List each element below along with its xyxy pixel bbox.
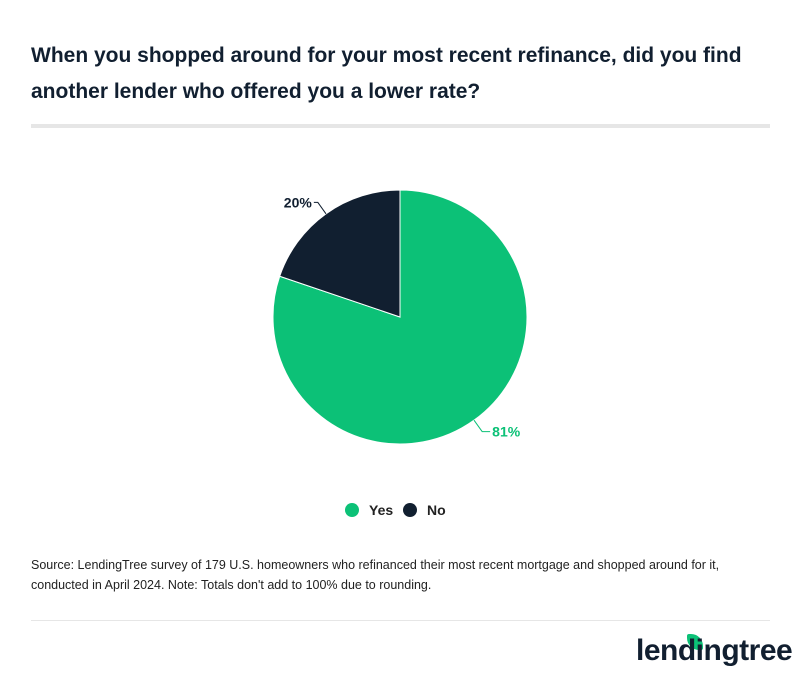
legend-label-yes: Yes <box>369 502 393 518</box>
leader-line <box>473 419 491 433</box>
lendingtree-logo: lendingtree <box>636 634 793 667</box>
legend-label-no: No <box>427 502 446 518</box>
leader-line <box>313 201 327 215</box>
chart-title: When you shopped around for your most re… <box>31 44 742 103</box>
legend-marker-yes <box>345 503 359 517</box>
title-divider <box>31 124 770 128</box>
footer-divider <box>31 620 770 621</box>
leaf-logo-icon <box>687 634 703 650</box>
legend-marker-no <box>403 503 417 517</box>
data-label-no: 20% <box>284 194 313 210</box>
source-note: Source: LendingTree survey of 179 U.S. h… <box>31 558 720 592</box>
pie-slice-no <box>279 189 401 318</box>
data-label-yes: 81% <box>492 424 521 440</box>
